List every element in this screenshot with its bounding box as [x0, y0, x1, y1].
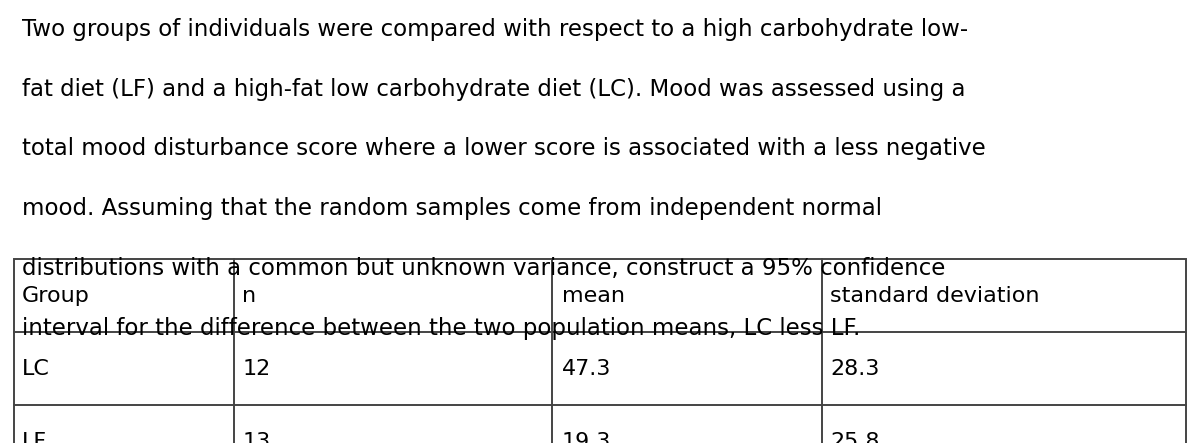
Text: Group: Group: [22, 286, 90, 306]
Text: 25.8: 25.8: [830, 432, 880, 443]
Text: 47.3: 47.3: [562, 359, 611, 379]
Text: 13: 13: [242, 432, 271, 443]
Text: standard deviation: standard deviation: [830, 286, 1040, 306]
Text: distributions with a common but unknown variance, construct a 95% confidence: distributions with a common but unknown …: [22, 257, 944, 280]
Bar: [14, 259, 1186, 443]
Text: 12: 12: [242, 359, 271, 379]
Text: 28.3: 28.3: [830, 359, 880, 379]
Text: fat diet (LF) and a high-fat low carbohydrate diet (LC). Mood was assessed using: fat diet (LF) and a high-fat low carbohy…: [22, 78, 965, 101]
Text: LF: LF: [22, 432, 47, 443]
Text: interval for the difference between the two population means, LC less LF.: interval for the difference between the …: [22, 317, 860, 340]
Text: mood. Assuming that the random samples come from independent normal: mood. Assuming that the random samples c…: [22, 197, 882, 220]
Text: mean: mean: [562, 286, 625, 306]
Text: LC: LC: [22, 359, 49, 379]
Text: total mood disturbance score where a lower score is associated with a less negat: total mood disturbance score where a low…: [22, 137, 985, 160]
Text: 19.3: 19.3: [562, 432, 611, 443]
Text: n: n: [242, 286, 257, 306]
Text: Two groups of individuals were compared with respect to a high carbohydrate low-: Two groups of individuals were compared …: [22, 18, 967, 41]
